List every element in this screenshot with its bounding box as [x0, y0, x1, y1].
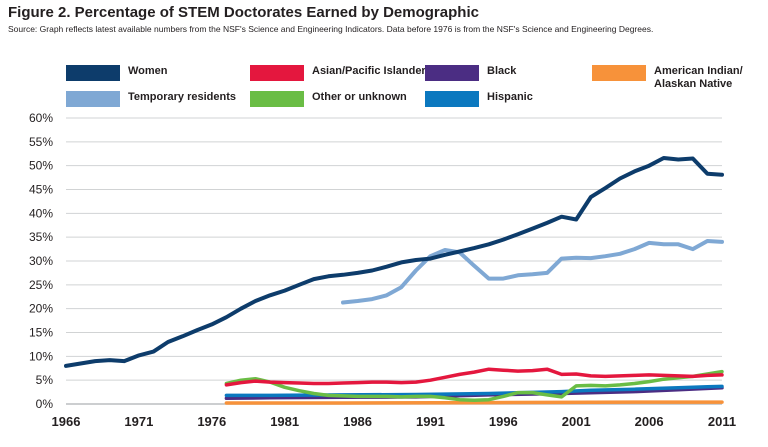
y-tick-label: 25%	[29, 278, 53, 292]
legend-swatch-black	[425, 65, 479, 81]
y-axis-tick-labels: 0% 5% 10% 15% 20% 25% 30% 35% 40% 45% 50% 55% 60%	[29, 111, 53, 411]
legend-swatch-asian-pacific-islander	[250, 65, 304, 81]
legend-swatch-american-indian-alaskan-native	[592, 65, 646, 81]
x-tick-label: 1991	[416, 414, 445, 429]
legend-item-women: Women	[66, 65, 168, 81]
y-tick-label: 30%	[29, 254, 53, 268]
chart-source-note: Source: Graph reflects latest available …	[8, 24, 654, 34]
y-tick-label: 5%	[36, 373, 54, 387]
legend-label-women: Women	[128, 65, 168, 77]
x-tick-label: 1971	[124, 414, 153, 429]
series-line-temporary-residents	[341, 239, 724, 305]
y-tick-label: 60%	[29, 111, 53, 125]
y-tick-label: 20%	[29, 302, 53, 316]
x-tick-label: 1986	[343, 414, 372, 429]
legend-item-other-or-unknown: Other or unknown	[250, 91, 407, 107]
legend-item-temporary-residents: Temporary residents	[66, 91, 236, 107]
legend-label-black: Black	[487, 65, 517, 77]
legend-label-american-indian-alaskan-native: American Indian/ Alaskan Native	[654, 65, 743, 90]
legend-item-hispanic: Hispanic	[425, 91, 533, 107]
x-tick-label: 1996	[489, 414, 518, 429]
y-tick-label: 10%	[29, 349, 53, 363]
series-line-women	[64, 156, 724, 368]
x-axis-tick-labels: 1966 1971 1976 1981 1986 1991 1996 2001 2006 2011	[52, 414, 737, 429]
x-tick-label: 1966	[52, 414, 81, 429]
legend-swatch-temporary-residents	[66, 91, 120, 107]
chart-title: Figure 2. Percentage of STEM Doctorates …	[8, 4, 479, 21]
y-tick-label: 55%	[29, 135, 53, 149]
y-tick-label: 35%	[29, 230, 53, 244]
y-tick-label: 15%	[29, 326, 53, 340]
x-tick-label: 2001	[562, 414, 591, 429]
series-lines	[64, 156, 724, 405]
legend-item-asian-pacific-islander: Asian/Pacific Islander	[250, 65, 426, 81]
y-tick-label: 45%	[29, 183, 53, 197]
x-tick-label: 1976	[197, 414, 226, 429]
y-tick-label: 0%	[36, 397, 54, 411]
legend-swatch-other-or-unknown	[250, 91, 304, 107]
legend-swatch-women	[66, 65, 120, 81]
y-tick-label: 40%	[29, 206, 53, 220]
series-line-other-or-unknown	[224, 369, 724, 402]
x-tick-label: 1981	[270, 414, 299, 429]
series-line-asian-pacific-islander	[224, 367, 724, 387]
legend-label-other-or-unknown: Other or unknown	[312, 91, 407, 103]
legend-label-asian-pacific-islander: Asian/Pacific Islander	[312, 65, 426, 77]
legend-label-temporary-residents: Temporary residents	[128, 91, 237, 103]
series-line-american-indian-alaskan-native	[224, 400, 724, 405]
legend-label-hispanic: Hispanic	[487, 91, 533, 103]
x-tick-label: 2006	[635, 414, 664, 429]
legend-swatch-hispanic	[425, 91, 479, 107]
gridlines	[66, 117, 722, 405]
x-tick-label: 2011	[708, 414, 736, 429]
legend-item-black: Black	[425, 65, 516, 81]
y-tick-label: 50%	[29, 159, 53, 173]
legend-item-american-indian-alaskan-native: American Indian/ Alaskan Native	[592, 65, 743, 91]
